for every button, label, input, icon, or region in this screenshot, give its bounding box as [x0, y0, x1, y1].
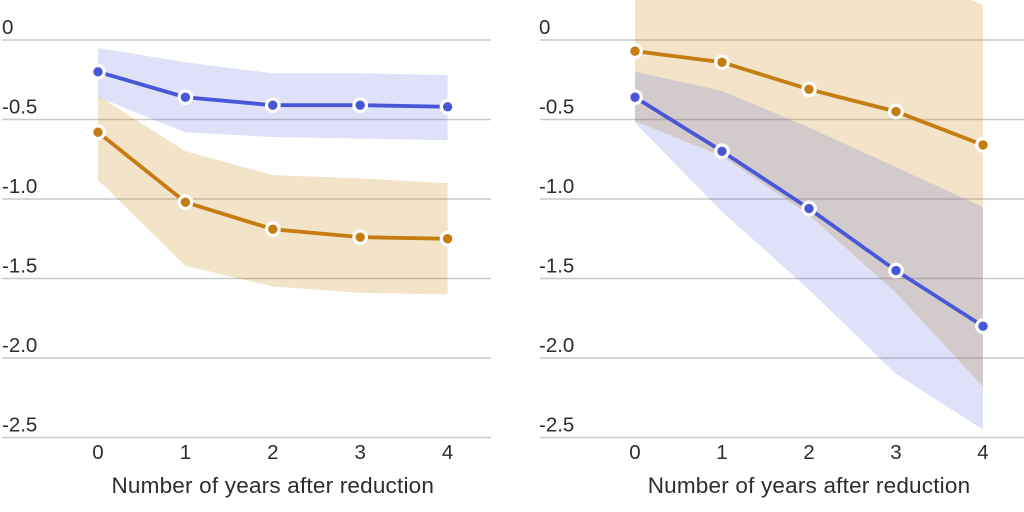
y-tick-label: -0.5: [539, 96, 574, 119]
chart-panel-right: 0 -0.5 -1.0 -1.5 -2.0 -2.5 0 1 2 3 4 Number of year…: [539, 0, 1024, 498]
y-tick-label: -2.5: [539, 414, 574, 437]
data-point-blue-x0: [90, 63, 106, 80]
y-tick-label: -1.5: [539, 255, 574, 278]
data-point-blue-x0: [627, 89, 643, 106]
data-point-orange-x1: [714, 54, 730, 71]
x-tick-label: 3: [890, 441, 901, 464]
y-tick-label: 0: [2, 16, 13, 39]
x-tick-label: 2: [803, 441, 814, 464]
x-tick-label: 2: [267, 441, 278, 464]
confidence-band-orange: [635, 0, 983, 387]
chart-panel-left: 0 -0.5 -1.0 -1.5 -2.0 -2.5 0 1 2 3 4 Number of year…: [2, 16, 491, 498]
data-point-blue-x1: [714, 143, 730, 160]
y-tick-label: -2.0: [539, 334, 574, 357]
y-tick-label: -1.5: [2, 255, 37, 278]
data-point-orange-x1: [177, 194, 194, 211]
x-tick-label: 0: [629, 441, 640, 464]
bands-group-left: [98, 47, 448, 295]
y-tick-label: -2.0: [2, 334, 37, 357]
x-tick-label: 4: [977, 441, 988, 464]
x-axis-title: Number of years after reduction: [648, 473, 971, 498]
data-point-blue-x4: [975, 318, 991, 335]
x-tick-label: 4: [442, 441, 453, 464]
confidence-band-blue: [635, 71, 983, 430]
data-point-blue-x2: [264, 97, 281, 114]
confidence-band-blue: [98, 47, 448, 141]
data-point-blue-x3: [352, 97, 369, 114]
data-point-orange-x0: [627, 43, 643, 60]
data-point-blue-x1: [177, 89, 194, 106]
y-tick-label: -1.0: [2, 175, 37, 198]
x-tick-label: 3: [354, 441, 365, 464]
data-point-orange-x3: [888, 103, 904, 120]
data-point-orange-x4: [975, 137, 991, 153]
y-tick-label: -0.5: [2, 96, 37, 119]
x-tick-label: 1: [716, 441, 727, 464]
data-point-orange-x2: [264, 221, 281, 238]
x-tick-label: 1: [180, 441, 191, 464]
data-point-orange-x3: [352, 229, 369, 246]
data-point-blue-x4: [439, 98, 456, 115]
data-point-orange-x4: [439, 230, 456, 247]
data-point-orange-x0: [90, 124, 106, 141]
data-point-blue-x2: [801, 200, 817, 217]
x-axis-title: Number of years after reduction: [111, 473, 434, 498]
y-tick-label: -1.0: [539, 175, 574, 198]
y-tick-label: -2.5: [2, 414, 37, 437]
data-point-orange-x2: [801, 81, 817, 98]
y-tick-label: 0: [539, 16, 550, 39]
bands-group-right: [635, 0, 983, 430]
data-point-blue-x3: [888, 262, 904, 279]
x-tick-label: 0: [92, 441, 103, 464]
